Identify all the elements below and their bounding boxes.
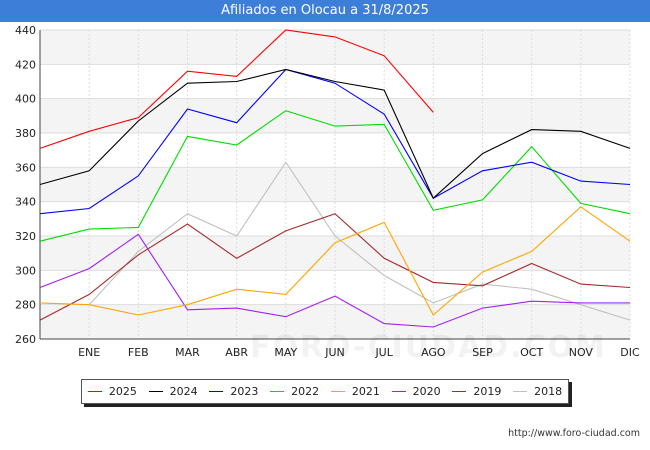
legend-item-2025: 2025 <box>87 385 137 398</box>
legend-item-2023: 2023 <box>209 385 258 398</box>
legend-label: 2022 <box>291 385 320 398</box>
series-line-2018 <box>88 161 631 321</box>
legend-swatch <box>330 391 345 392</box>
legend-item-2021: 2021 <box>330 385 380 398</box>
y-tick-label: 320 <box>15 230 36 243</box>
series-line-2019 <box>39 213 631 321</box>
legend-label: 2019 <box>473 385 502 398</box>
legend-item-2024: 2024 <box>148 385 198 398</box>
legend-label: 2021 <box>351 385 380 398</box>
legend-swatch <box>452 391 467 392</box>
legend-swatch <box>209 391 224 392</box>
legend-item-2020: 2020 <box>391 385 441 398</box>
x-tick-label: DIC <box>620 346 640 359</box>
legend-swatch <box>87 391 102 392</box>
legend-swatch <box>391 391 406 392</box>
plot-band <box>40 236 630 271</box>
series-line-2025 <box>39 29 434 149</box>
x-tick-label: OCT <box>520 346 543 359</box>
x-tick-label: MAR <box>175 346 200 359</box>
series-line-2023 <box>39 68 631 215</box>
y-tick-label: 440 <box>15 24 36 37</box>
footer-url[interactable]: http://www.foro-ciudad.com <box>508 428 640 439</box>
legend-label: 2024 <box>169 385 198 398</box>
legend-label: 2020 <box>412 385 441 398</box>
x-tick-label: NOV <box>569 346 594 359</box>
x-tick-label: AGO <box>421 346 446 359</box>
title-bar <box>0 0 650 22</box>
y-tick-label: 260 <box>15 333 36 346</box>
series-line-2022 <box>39 110 631 242</box>
series-line-2021 <box>39 206 631 316</box>
y-tick-label: 300 <box>15 264 36 277</box>
legend-swatch <box>148 391 163 392</box>
y-tick-label: 380 <box>15 127 36 140</box>
x-tick-label: SEP <box>472 346 493 359</box>
x-tick-label: MAY <box>274 346 297 359</box>
legend-swatch <box>513 391 528 392</box>
x-tick-label: FEB <box>128 346 149 359</box>
legend-item-2018: 2018 <box>513 385 562 398</box>
x-tick-label: ABR <box>225 346 248 359</box>
series-line-2024 <box>39 68 631 200</box>
chart-legend: 2025 2024 2023 2022 2021 2020 2019 2018 <box>81 379 569 404</box>
legend-label: 2018 <box>534 385 563 398</box>
y-tick-label: 340 <box>15 196 36 209</box>
chart-title: Afiliados en Olocau a 31/8/2025 <box>221 3 429 18</box>
watermark: FORO-CIUDAD.COM <box>250 330 607 365</box>
y-tick-label: 420 <box>15 58 36 71</box>
legend-label: 2023 <box>230 385 259 398</box>
legend-label: 2025 <box>108 385 137 398</box>
y-tick-label: 360 <box>15 161 36 174</box>
legend-item-2022: 2022 <box>270 385 319 398</box>
legend-swatch <box>270 391 285 392</box>
plot-band <box>40 167 630 202</box>
y-tick-label: 280 <box>15 299 36 312</box>
series-line-2020 <box>39 233 630 328</box>
legend-item-2019: 2019 <box>452 385 501 398</box>
x-tick-label: ENE <box>78 346 100 359</box>
x-tick-label: JUN <box>324 346 345 359</box>
y-tick-label: 400 <box>15 93 36 106</box>
x-tick-label: JUL <box>374 346 393 359</box>
